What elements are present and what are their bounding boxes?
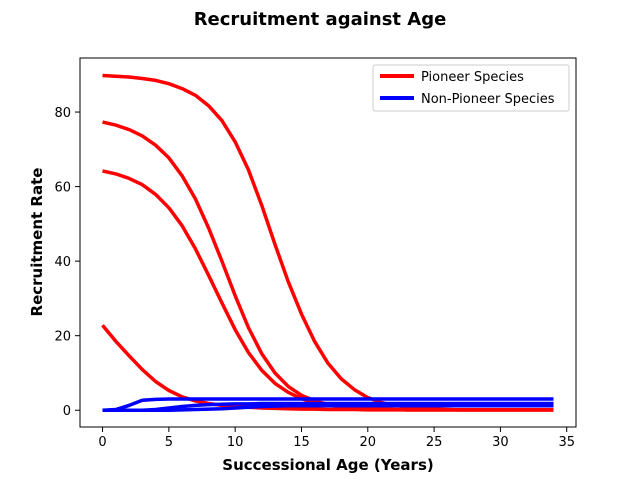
x-tick-label: 35 [558, 435, 575, 450]
y-axis-label: Recruitment Rate [28, 168, 46, 317]
legend-label-pioneer: Pioneer Species [421, 70, 524, 85]
x-axis-label: Successional Age (Years) [222, 456, 433, 474]
series-line-non-pioneer-6 [102, 404, 554, 412]
series-line-pioneer-1 [102, 120, 554, 412]
series-line-pioneer-0 [102, 73, 554, 412]
series-line-non-pioneer-5 [102, 401, 554, 412]
y-tick-label: 80 [54, 106, 71, 121]
y-tick-label: 20 [54, 330, 71, 345]
y-tick-label: 40 [54, 255, 71, 270]
x-tick-label: 10 [227, 435, 244, 450]
x-tick-label: 0 [98, 435, 106, 450]
y-axis-ticks: 0 20 40 60 80 [54, 106, 80, 419]
chart-title: Recruitment against Age [194, 9, 447, 30]
plot-frame [79, 57, 577, 428]
legend: Pioneer Species Non-Pioneer Species [372, 64, 570, 112]
plot-lines [101, 73, 554, 412]
x-tick-label: 30 [492, 435, 509, 450]
series-line-pioneer-3 [101, 324, 554, 412]
x-axis-ticks: 0 5 10 15 20 25 30 35 [98, 427, 575, 450]
x-tick-label: 5 [165, 435, 173, 450]
x-tick-label: 15 [293, 435, 310, 450]
series-line-pioneer-2 [102, 169, 554, 412]
series-line-non-pioneer-4 [102, 397, 554, 412]
x-tick-label: 20 [360, 435, 377, 450]
x-tick-label: 25 [426, 435, 443, 450]
legend-label-non-pioneer: Non-Pioneer Species [421, 92, 555, 107]
y-tick-label: 60 [54, 181, 71, 196]
legend-box [372, 64, 570, 112]
y-tick-label: 0 [63, 404, 71, 419]
